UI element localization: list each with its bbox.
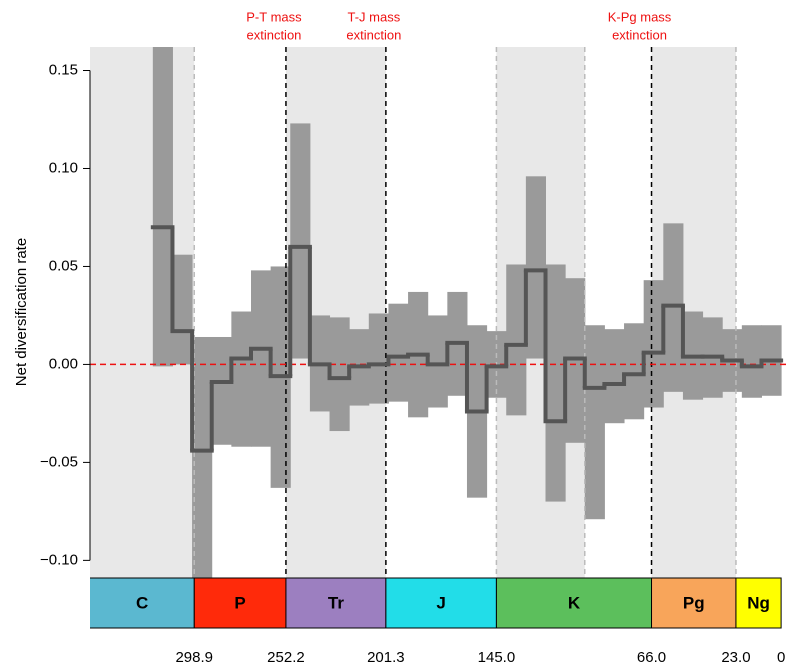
credible-band xyxy=(525,176,547,359)
y-tick-label: 0.05 xyxy=(49,257,78,274)
y-tick-label: −0.05 xyxy=(40,453,78,470)
y-axis-label: Net diversification rate xyxy=(13,238,30,386)
annotation: extinction xyxy=(612,27,667,42)
x-tick-label: 201.3 xyxy=(367,649,405,666)
x-tick-label: 66.0 xyxy=(637,649,666,666)
axes: P-T mass extinction T-J mass extinction K-Pg… xyxy=(40,9,785,666)
y-tick-label: 0.15 xyxy=(49,61,78,78)
annotation: K-Pg mass xyxy=(608,9,672,24)
credible-band xyxy=(427,315,448,408)
x-tick-label: 145.0 xyxy=(478,649,516,666)
annotation: extinction xyxy=(246,27,301,42)
credible-band xyxy=(192,336,213,578)
period-box xyxy=(735,577,782,629)
x-tick-label: 0 xyxy=(777,649,785,666)
period-label: Ng xyxy=(747,593,770,612)
credible-band xyxy=(584,325,605,520)
period-box xyxy=(285,577,387,629)
period-label: C xyxy=(136,593,148,612)
credible-band xyxy=(329,317,350,432)
annotation: T-J mass xyxy=(348,9,401,24)
credible-band xyxy=(624,323,645,420)
annotation: P-T mass xyxy=(246,9,302,24)
credible-band xyxy=(368,313,389,404)
credible-band xyxy=(211,336,232,445)
period-label: J xyxy=(436,593,445,612)
plot-area xyxy=(90,47,787,578)
y-tick-label: 0.10 xyxy=(49,159,78,176)
credible-band xyxy=(290,123,311,359)
period-box xyxy=(495,577,653,629)
y-tick-label: 0.00 xyxy=(49,355,78,372)
y-tick-label: −0.10 xyxy=(40,551,78,568)
credible-band xyxy=(152,47,173,367)
credible-band xyxy=(388,303,409,402)
credible-band xyxy=(172,254,193,365)
credible-band xyxy=(545,264,566,502)
x-tick-label: 298.9 xyxy=(175,649,213,666)
x-tick-label: 252.2 xyxy=(267,649,305,666)
credible-band xyxy=(643,280,664,408)
annotation: extinction xyxy=(346,27,401,42)
credible-band xyxy=(250,270,272,447)
period-label: Pg xyxy=(683,593,705,612)
period-box xyxy=(385,577,497,629)
period-bar: C P Tr J K Pg Ng xyxy=(90,577,782,629)
credible-band xyxy=(506,264,527,416)
credible-band xyxy=(741,325,762,398)
credible-band xyxy=(604,329,625,424)
period-label: Tr xyxy=(328,593,344,612)
credible-band xyxy=(231,311,252,447)
x-tick-label: 23.0 xyxy=(721,649,750,666)
period-label: K xyxy=(568,593,581,612)
period-label: P xyxy=(234,593,245,612)
